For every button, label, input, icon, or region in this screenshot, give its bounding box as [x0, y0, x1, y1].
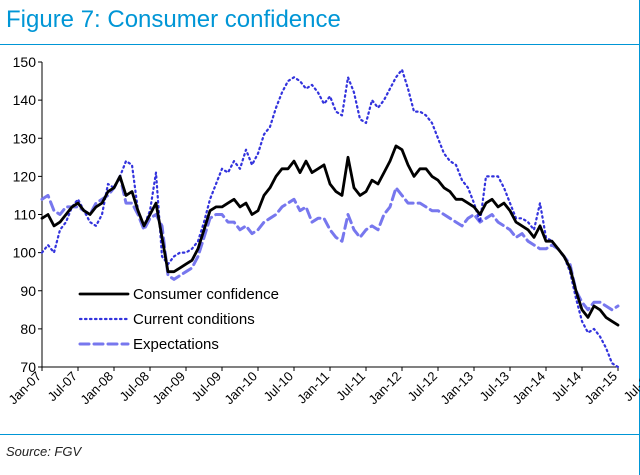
x-tick-label: Jan-14	[509, 369, 548, 408]
y-tick-label: 110	[14, 207, 37, 223]
x-tick-label: Jul-12	[404, 369, 440, 405]
x-tick-label: Jul-15	[620, 369, 640, 405]
legend-label: Current conditions	[133, 311, 255, 328]
x-tick-label: Jan-13	[437, 369, 476, 408]
title-rule	[0, 44, 640, 45]
legend-label: Consumer confidence	[133, 286, 279, 303]
y-tick-label: 90	[20, 283, 36, 299]
figure-title: Figure 7: Consumer confidence	[6, 6, 341, 33]
series-line-expectations	[40, 174, 620, 312]
y-tick-label: 80	[20, 321, 36, 337]
y-tick-label: 70	[20, 359, 36, 375]
x-tick-label: Jul-10	[260, 369, 296, 405]
x-tick-label: Jan-10	[221, 369, 260, 408]
x-tick-label: Jul-11	[333, 369, 368, 404]
x-tick-label: Jul-07	[44, 369, 80, 405]
x-tick-label: Jul-08	[116, 369, 152, 405]
x-tick-label: Jan-08	[77, 369, 116, 408]
x-tick-label: Jan-12	[365, 369, 404, 408]
y-tick-label: 120	[13, 168, 37, 184]
y-tick-label: 100	[13, 245, 37, 261]
legend-label: Expectations	[133, 336, 219, 353]
x-tick-label: Jan-09	[149, 369, 188, 408]
y-tick-label: 130	[13, 130, 37, 146]
bottom-rule	[0, 434, 640, 435]
x-tick-label: Jul-09	[188, 369, 224, 405]
series-line-current-conditions	[40, 68, 620, 369]
y-tick-label: 150	[13, 54, 37, 70]
y-tick-label: 140	[13, 92, 37, 108]
series-line-consumer-confidence	[40, 144, 620, 327]
source-note: Source: FGV	[6, 444, 82, 459]
x-tick-label: Jan-15	[581, 369, 620, 408]
x-tick-label: Jul-13	[476, 369, 512, 405]
x-tick-label: Jan-11	[294, 369, 332, 407]
x-tick-label: Jul-14	[548, 369, 584, 405]
